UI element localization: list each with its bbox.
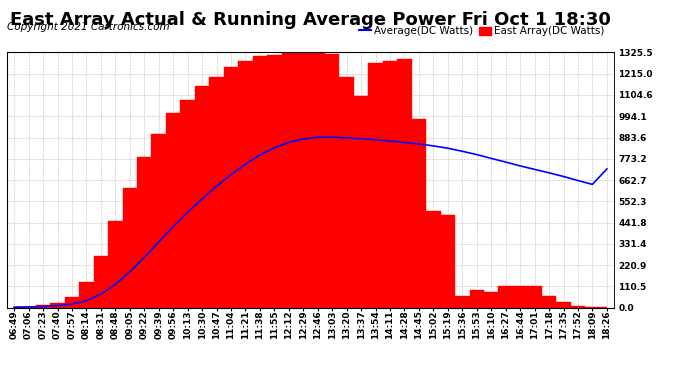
Legend: Average(DC Watts), East Array(DC Watts): Average(DC Watts), East Array(DC Watts): [355, 22, 609, 40]
Text: East Array Actual & Running Average Power Fri Oct 1 18:30: East Array Actual & Running Average Powe…: [10, 11, 611, 29]
Text: Copyright 2021 Cartronics.com: Copyright 2021 Cartronics.com: [7, 22, 170, 32]
